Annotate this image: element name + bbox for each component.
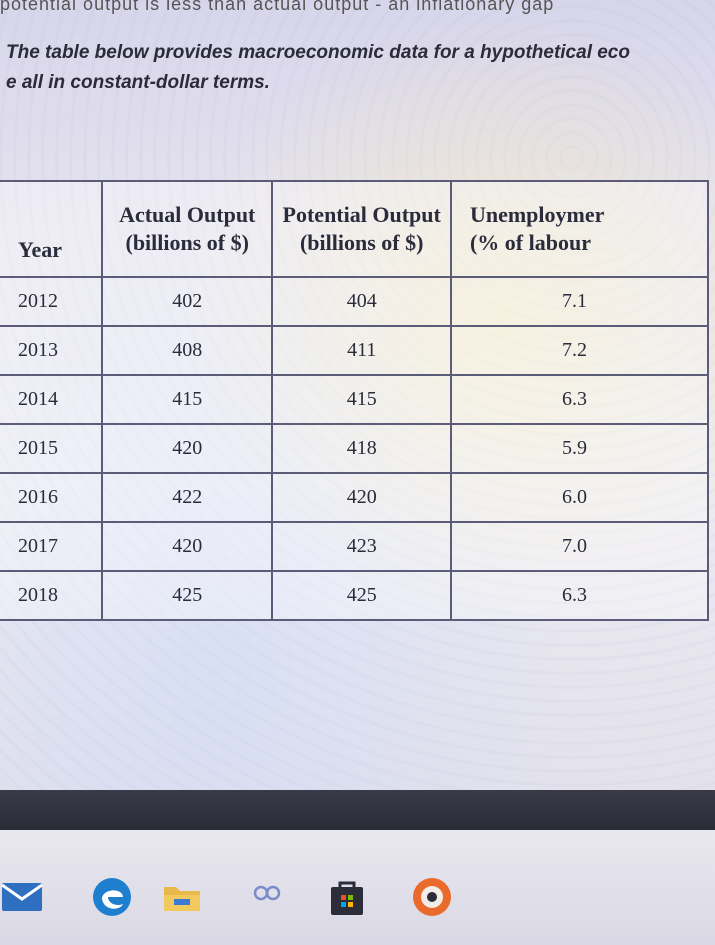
header-potential-output: Potential Output (billions of $) xyxy=(271,180,452,278)
cell-unemployment: 7.1 xyxy=(449,276,710,327)
cell-unemployment: 6.3 xyxy=(449,570,710,621)
cell-year: 2018 xyxy=(0,570,104,621)
table-row: 2013 408 411 7.2 xyxy=(0,325,710,376)
cell-year: 2016 xyxy=(0,472,104,523)
cell-year: 2012 xyxy=(0,276,104,327)
intro-line-1: The table below provides macroeconomic d… xyxy=(6,42,630,63)
file-explorer-icon[interactable] xyxy=(160,875,204,919)
cell-year: 2015 xyxy=(0,423,104,474)
header-unemployment: Unemploymer (% of labour xyxy=(449,180,710,278)
cell-unemployment: 7.0 xyxy=(449,521,710,572)
mail-icon[interactable] xyxy=(0,875,44,919)
cell-actual-output: 420 xyxy=(101,423,274,474)
monitor-bezel xyxy=(0,790,715,830)
cell-actual-output: 425 xyxy=(101,570,274,621)
header-actual-output: Actual Output (billions of $) xyxy=(101,180,274,278)
macro-data-table: Year Actual Output (billions of $) Poten… xyxy=(0,180,710,621)
office-icon[interactable] xyxy=(410,875,454,919)
people-icon[interactable] xyxy=(245,875,289,919)
edge-browser-icon[interactable] xyxy=(90,875,134,919)
cell-potential-output: 420 xyxy=(271,472,452,523)
cell-unemployment: 6.0 xyxy=(449,472,710,523)
cell-unemployment: 6.3 xyxy=(449,374,710,425)
cell-actual-output: 420 xyxy=(101,521,274,572)
cutoff-heading: potential output is less than actual out… xyxy=(0,0,555,14)
cell-potential-output: 425 xyxy=(271,570,452,621)
cell-year: 2013 xyxy=(0,325,104,376)
table-row: 2014 415 415 6.3 xyxy=(0,374,710,425)
table-row: 2012 402 404 7.1 xyxy=(0,276,710,327)
cell-potential-output: 404 xyxy=(271,276,452,327)
cell-year: 2017 xyxy=(0,521,104,572)
cell-actual-output: 422 xyxy=(101,472,274,523)
table-row: 2015 420 418 5.9 xyxy=(0,423,710,474)
cell-potential-output: 423 xyxy=(271,521,452,572)
table-header-row: Year Actual Output (billions of $) Poten… xyxy=(0,180,710,278)
cell-unemployment: 5.9 xyxy=(449,423,710,474)
table-row: 2018 425 425 6.3 xyxy=(0,570,710,621)
table-row: 2016 422 420 6.0 xyxy=(0,472,710,523)
store-icon[interactable] xyxy=(325,875,369,919)
intro-text: The table below provides macroeconomic d… xyxy=(6,38,715,98)
table-row: 2017 420 423 7.0 xyxy=(0,521,710,572)
cell-year: 2014 xyxy=(0,374,104,425)
cell-potential-output: 415 xyxy=(271,374,452,425)
intro-line-2: e all in constant-dollar terms. xyxy=(6,72,270,93)
screen-area: potential output is less than actual out… xyxy=(0,0,715,790)
cell-unemployment: 7.2 xyxy=(449,325,710,376)
cell-actual-output: 402 xyxy=(101,276,274,327)
header-year: Year xyxy=(0,180,104,278)
cell-actual-output: 415 xyxy=(101,374,274,425)
cell-actual-output: 408 xyxy=(101,325,274,376)
cell-potential-output: 418 xyxy=(271,423,452,474)
cell-potential-output: 411 xyxy=(271,325,452,376)
